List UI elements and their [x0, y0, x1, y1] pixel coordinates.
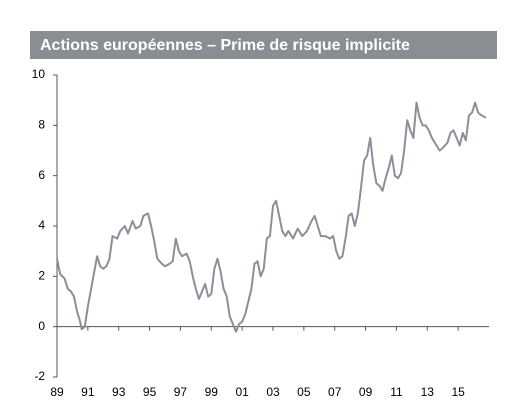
data-line: [56, 101, 487, 333]
x-tick-label: 03: [266, 385, 280, 399]
y-tick-label: -2: [34, 369, 45, 383]
title-bar: [30, 31, 497, 59]
chart-title: Actions européennes – Prime de risque im…: [40, 37, 410, 54]
x-tick-label: 09: [359, 385, 373, 399]
x-tick-label: 93: [112, 385, 126, 399]
x-tick-label: 89: [50, 385, 64, 399]
y-tick-label: 0: [38, 319, 45, 333]
x-tick-label: 15: [451, 385, 465, 399]
y-tick-label: 6: [38, 168, 45, 182]
x-tick-label: 97: [174, 385, 188, 399]
x-tick-label: 05: [297, 385, 311, 399]
y-tick-label: 8: [38, 118, 45, 132]
x-tick-label: 95: [143, 385, 157, 399]
x-tick-label: 13: [421, 385, 435, 399]
x-tick-label: 91: [81, 385, 95, 399]
y-tick-label: 4: [38, 218, 45, 232]
y-tick-label: 2: [38, 269, 45, 283]
x-tick-label: 99: [205, 385, 219, 399]
x-tick-label: 07: [328, 385, 342, 399]
y-tick-label: 10: [32, 67, 46, 81]
x-tick-label: 01: [235, 385, 249, 399]
x-tick-label: 11: [390, 385, 403, 399]
